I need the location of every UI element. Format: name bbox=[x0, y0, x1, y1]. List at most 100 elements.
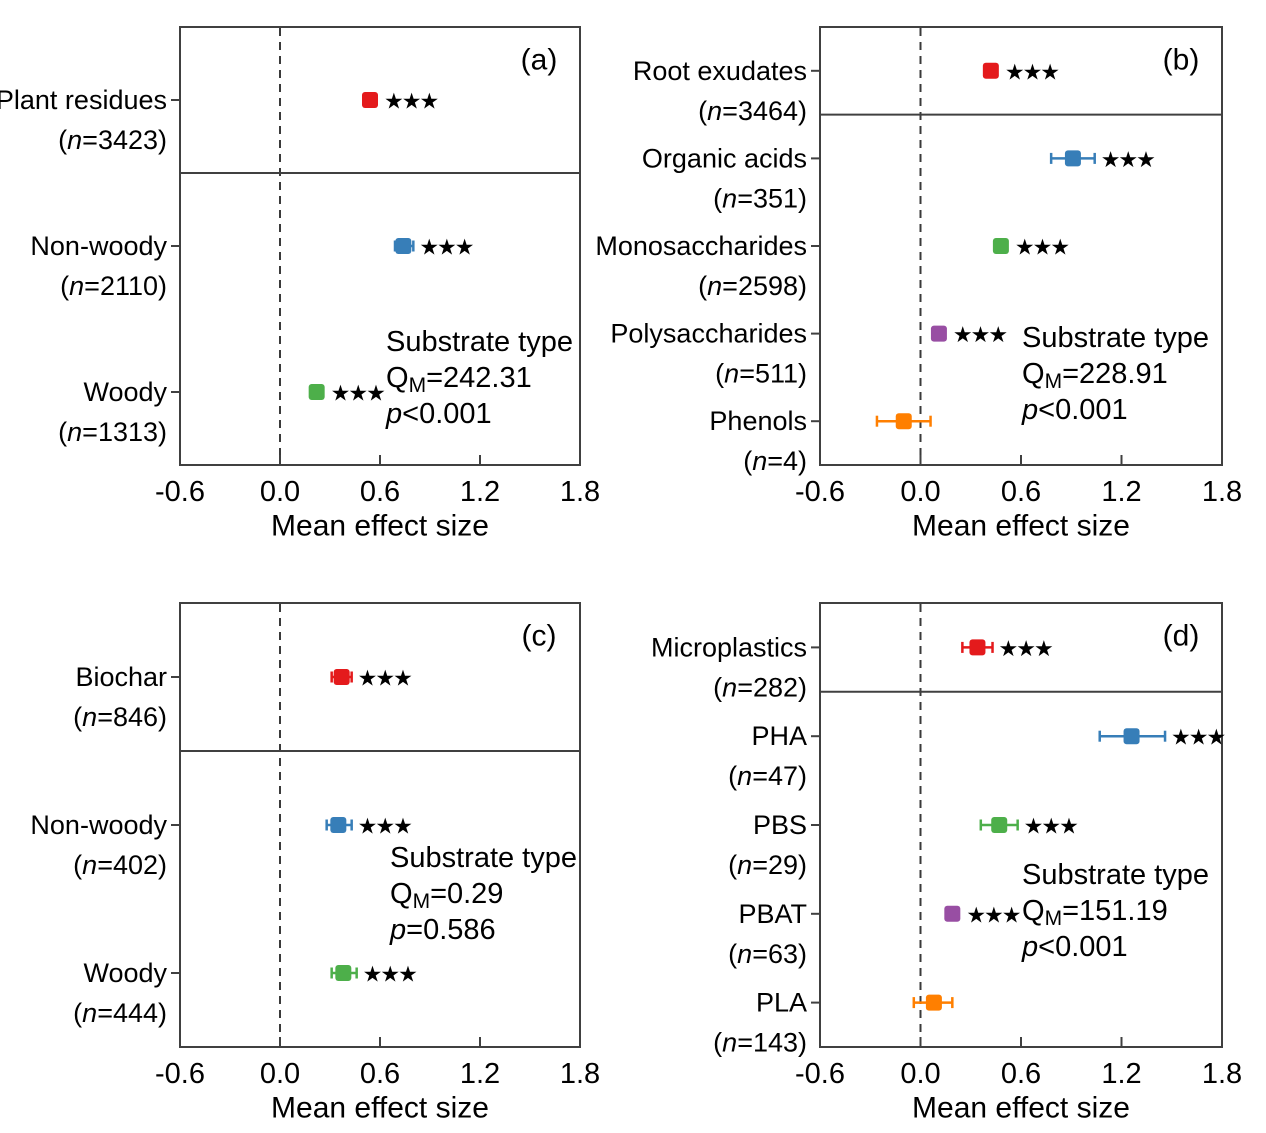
significance-stars: ★★★ bbox=[331, 381, 385, 406]
x-axis-title: Mean effect size bbox=[912, 1092, 1130, 1125]
sample-size-label: (n=351) bbox=[713, 183, 807, 213]
data-point-marker bbox=[969, 639, 986, 656]
x-tick-label: 0.0 bbox=[260, 1058, 300, 1090]
forest-row-root-exudates: Root exudates (n=3464) ★★★ bbox=[633, 56, 1061, 126]
forest-row-phenols: Phenols (n=4) bbox=[709, 406, 932, 476]
stat-heading: Substrate type bbox=[390, 842, 577, 874]
forest-panel-a: -0.6 0.0 0.6 1.2 1.8 Mean effect size (a) Plant… bbox=[0, 26, 600, 543]
significance-stars: ★★★ bbox=[363, 962, 417, 987]
stat-heading: Substrate type bbox=[1022, 322, 1209, 354]
x-tick-label: 1.2 bbox=[460, 1058, 500, 1090]
stat-q-value: QM=242.31 bbox=[386, 362, 532, 397]
data-point-marker bbox=[982, 62, 999, 79]
forest-row-pbs: PBS (n=29) ★★★ bbox=[728, 810, 1080, 880]
x-tick-label: -0.6 bbox=[795, 1058, 845, 1090]
category-label: PHA bbox=[751, 721, 807, 751]
sample-size-label: (n=63) bbox=[728, 939, 807, 969]
forest-row-woody: Woody (n=444) ★★★ bbox=[73, 958, 419, 1028]
x-tick-label: 1.8 bbox=[560, 476, 600, 508]
forest-row-biochar: Biochar (n=846) ★★★ bbox=[73, 662, 414, 732]
stat-annotation: Substrate type QM=228.91p<0.001 bbox=[1021, 322, 1209, 426]
significance-stars: ★★★ bbox=[1101, 147, 1155, 172]
x-tick-label: -0.6 bbox=[795, 476, 845, 508]
forest-panel-d: -0.6 0.0 0.6 1.2 1.8 Mean effect size (d) Micro… bbox=[651, 602, 1242, 1125]
sample-size-label: (n=29) bbox=[728, 850, 807, 880]
sample-size-label: (n=444) bbox=[73, 998, 167, 1028]
category-label: Phenols bbox=[709, 406, 807, 436]
x-axis-title: Mean effect size bbox=[912, 510, 1130, 543]
data-point-marker bbox=[944, 905, 961, 922]
data-point-marker bbox=[335, 965, 352, 981]
forest-row-woody: Woody (n=1313) ★★★ bbox=[58, 377, 387, 447]
sample-size-label: (n=2110) bbox=[60, 271, 167, 301]
sample-size-label: (n=143) bbox=[713, 1028, 807, 1058]
data-point-marker bbox=[395, 238, 412, 254]
forest-row-plant-residues: Plant residues (n=3423) ★★★ bbox=[0, 85, 440, 155]
panel-border bbox=[819, 602, 1223, 1048]
stat-p-value: p<0.001 bbox=[1021, 394, 1128, 426]
panel-border bbox=[819, 26, 1223, 466]
x-axis-title: Mean effect size bbox=[271, 1092, 489, 1125]
forest-row-pha: PHA (n=47) ★★★ bbox=[728, 721, 1227, 791]
sample-size-label: (n=3423) bbox=[58, 125, 167, 155]
category-label: Microplastics bbox=[651, 632, 807, 662]
significance-stars: ★★★ bbox=[358, 666, 412, 691]
category-label: Monosaccharides bbox=[595, 231, 807, 261]
x-tick-label: 1.8 bbox=[560, 1058, 600, 1090]
data-point-marker bbox=[930, 325, 947, 342]
sample-size-label: (n=1313) bbox=[58, 417, 167, 447]
sample-size-label: (n=4) bbox=[743, 446, 807, 476]
forest-panel-b: -0.6 0.0 0.6 1.2 1.8 Mean effect size (b) Root … bbox=[595, 26, 1242, 543]
significance-stars: ★★★ bbox=[384, 89, 438, 114]
forest-row-polysaccharides: Polysaccharides (n=511) ★★★ bbox=[610, 319, 1009, 389]
x-tick-label: -0.6 bbox=[155, 476, 205, 508]
sample-size-label: (n=2598) bbox=[698, 271, 807, 301]
x-tick-label: 0.0 bbox=[900, 1058, 940, 1090]
sample-size-label: (n=402) bbox=[73, 850, 167, 880]
forest-row-non-woody: Non-woody (n=2110) ★★★ bbox=[30, 231, 475, 301]
panel-letter: (a) bbox=[521, 44, 558, 77]
significance-stars: ★★★ bbox=[358, 814, 412, 839]
data-point-marker bbox=[308, 384, 325, 400]
category-label: Biochar bbox=[75, 662, 167, 692]
category-label: Woody bbox=[83, 377, 167, 407]
x-tick-label: 1.2 bbox=[1101, 476, 1141, 508]
significance-stars: ★★★ bbox=[1024, 814, 1078, 839]
stat-q-value: QM=0.29 bbox=[390, 878, 503, 913]
forest-row-organic-acids: Organic acids (n=351) ★★★ bbox=[642, 143, 1157, 213]
category-label: Non-woody bbox=[30, 231, 167, 261]
stat-annotation: Substrate type QM=242.31p<0.001 bbox=[385, 326, 573, 430]
x-tick-label: 0.6 bbox=[1001, 476, 1041, 508]
stat-p-value: p<0.001 bbox=[1021, 931, 1128, 963]
forest-row-microplastics: Microplastics (n=282) ★★★ bbox=[651, 632, 1055, 702]
forest-row-monosaccharides: Monosaccharides (n=2598) ★★★ bbox=[595, 231, 1071, 301]
stat-annotation: Substrate type QM=151.19p<0.001 bbox=[1021, 859, 1209, 963]
data-point-marker bbox=[1123, 728, 1140, 745]
category-label: Organic acids bbox=[642, 143, 807, 173]
x-tick-label: 1.2 bbox=[460, 476, 500, 508]
forest-row-non-woody: Non-woody (n=402) ★★★ bbox=[30, 810, 414, 880]
x-tick-label: 1.2 bbox=[1101, 1058, 1141, 1090]
data-point-marker bbox=[991, 817, 1008, 833]
category-label: Root exudates bbox=[633, 56, 807, 86]
panel-letter: (b) bbox=[1163, 44, 1200, 77]
x-tick-label: 0.0 bbox=[260, 476, 300, 508]
x-tick-label: 0.6 bbox=[360, 1058, 400, 1090]
stat-heading: Substrate type bbox=[1022, 859, 1209, 891]
panel-letter: (c) bbox=[522, 620, 557, 653]
x-axis-title: Mean effect size bbox=[271, 510, 489, 543]
significance-stars: ★★★ bbox=[419, 235, 473, 260]
sample-size-label: (n=3464) bbox=[698, 96, 807, 126]
sample-size-label: (n=47) bbox=[728, 761, 807, 791]
panel-letter: (d) bbox=[1163, 620, 1200, 653]
significance-stars: ★★★ bbox=[1171, 725, 1225, 750]
forest-panel-c: -0.6 0.0 0.6 1.2 1.8 Mean effect size (c) Bioch… bbox=[30, 602, 600, 1125]
category-label: Polysaccharides bbox=[610, 319, 807, 349]
x-tick-label: 1.8 bbox=[1202, 476, 1242, 508]
forest-row-pbat: PBAT (n=63) ★★★ bbox=[728, 899, 1023, 969]
significance-stars: ★★★ bbox=[999, 636, 1053, 661]
x-tick-label: 1.8 bbox=[1202, 1058, 1242, 1090]
stat-p-value: p=0.586 bbox=[389, 914, 496, 946]
